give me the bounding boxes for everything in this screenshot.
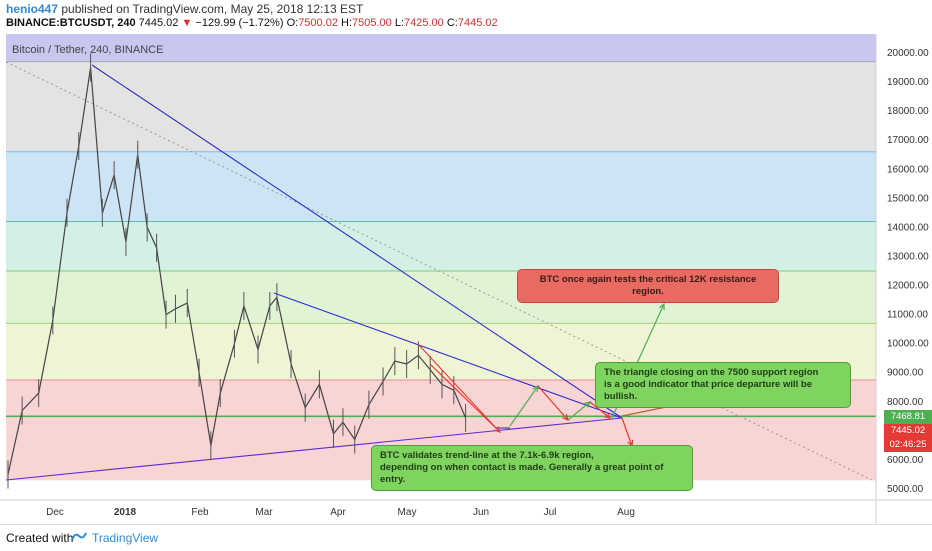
arrow-head-icon xyxy=(659,302,665,311)
high-label: H: xyxy=(341,17,353,29)
symbol-label[interactable]: BINANCE:BTCUSDT, 240 xyxy=(6,17,136,29)
x-tick-label: 2018 xyxy=(114,507,137,518)
arrow-head-icon xyxy=(494,426,502,433)
chart-header: henio447 published on TradingView.com, M… xyxy=(0,0,932,34)
symbol-line: BINANCE:BTCUSDT, 240 7445.02 ▼ −129.99 (… xyxy=(6,17,498,29)
down-arrow-icon: ▼ xyxy=(181,17,193,29)
projection-down-1[interactable] xyxy=(417,343,497,429)
level-price-tag: 7468.81 xyxy=(884,410,932,424)
x-tick-label: Apr xyxy=(330,507,346,518)
y-tick-label: 5000.00 xyxy=(887,484,924,495)
triangle-annotation[interactable]: The triangle closing on the 7500 support… xyxy=(595,362,851,408)
projection-arrow-1 xyxy=(509,385,539,427)
created-with-label: Created with xyxy=(6,531,74,545)
y-tick-label: 6000.00 xyxy=(887,455,924,466)
trendline-annotation[interactable]: BTC validates trend-line at the 7.1k-6.9… xyxy=(371,445,693,491)
x-tick-label: Jul xyxy=(544,507,557,518)
tradingview-brand[interactable]: TradingView xyxy=(92,531,159,545)
uptrend-support-line[interactable] xyxy=(5,417,623,481)
x-tick-label: Mar xyxy=(255,507,273,518)
y-tick-label: 9000.00 xyxy=(887,368,924,379)
low-value: 7425.00 xyxy=(404,17,444,29)
close-value: 7445.02 xyxy=(457,17,498,29)
resistance-text: BTC once again tests the critical 12K re… xyxy=(539,274,757,297)
y-tick-label: 15000.00 xyxy=(887,193,929,204)
fibonacci-bands xyxy=(6,34,876,481)
y-tick-label: 11000.00 xyxy=(887,310,928,321)
triangle-text-1: The triangle closing on the 7500 support… xyxy=(604,367,819,378)
trendline-text-2: depending on when contact is made. Gener… xyxy=(380,462,664,485)
dotted-trend-line xyxy=(5,61,877,483)
publish-info: published on TradingView.com, May 25, 20… xyxy=(61,2,364,16)
publish-line: henio447 published on TradingView.com, M… xyxy=(6,2,363,16)
band-2 xyxy=(6,151,876,222)
x-tick-label: Dec xyxy=(46,507,64,518)
trendline-text-1: BTC validates trend-line at the 7.1k-6.9… xyxy=(380,450,594,461)
arrow-head-icon xyxy=(604,412,612,419)
open-label: O: xyxy=(286,17,299,29)
y-tick-label: 17000.00 xyxy=(887,135,929,146)
y-tick-label: 12000.00 xyxy=(887,281,929,292)
band-1 xyxy=(6,61,876,152)
y-tick-label: 18000.00 xyxy=(887,106,929,117)
projection-arrow-6 xyxy=(621,417,633,447)
y-tick-label: 20000.00 xyxy=(887,48,929,59)
chart-title: Bitcoin / Tether, 240, BINANCE xyxy=(12,44,163,56)
last-price: 7445.02 xyxy=(138,17,179,29)
y-tick-label: 10000.00 xyxy=(887,339,929,350)
band-3 xyxy=(6,221,876,271)
countdown-tag: 02:46:25 xyxy=(884,438,932,452)
last-price-tag: 7445.02 xyxy=(884,424,932,438)
high-value: 7505.00 xyxy=(352,17,392,29)
x-tick-label: May xyxy=(398,507,417,518)
open-value: 7500.02 xyxy=(298,17,338,29)
price-change: −129.99 (−1.72%) xyxy=(195,17,284,29)
x-axis: Dec 2018 Feb Mar Apr May Jun Jul Aug xyxy=(0,499,932,518)
y-axis: 5000.006000.007000.008000.009000.0010000… xyxy=(875,34,929,524)
triangle-text-2: is a good indicator that price departure… xyxy=(604,379,812,402)
footer: Created with TradingView xyxy=(0,524,932,551)
x-tick-label: Jun xyxy=(473,507,489,518)
projection-arrow-3 xyxy=(567,401,591,421)
close-label: C: xyxy=(446,17,458,29)
projection-arrow-0 xyxy=(429,363,501,433)
major-downtrend-line[interactable] xyxy=(91,64,623,419)
x-tick-label: Aug xyxy=(617,507,635,518)
projection-arrow-4 xyxy=(589,401,611,419)
low-label: L: xyxy=(394,17,405,29)
author-link[interactable]: henio447 xyxy=(6,2,59,16)
tradingview-logo-icon xyxy=(71,532,87,541)
resistance-annotation[interactable]: BTC once again tests the critical 12K re… xyxy=(517,269,779,303)
x-tick-label: Feb xyxy=(191,507,209,518)
y-tick-label: 13000.00 xyxy=(887,251,929,262)
band-0 xyxy=(6,34,876,62)
y-tick-label: 8000.00 xyxy=(887,397,924,408)
projection-arrow-2 xyxy=(537,385,569,421)
price-series xyxy=(7,53,467,489)
y-tick-label: 16000.00 xyxy=(887,164,929,175)
minor-downtrend-line[interactable] xyxy=(273,292,623,419)
y-tick-label: 19000.00 xyxy=(887,77,929,88)
y-tick-label: 14000.00 xyxy=(887,222,929,233)
